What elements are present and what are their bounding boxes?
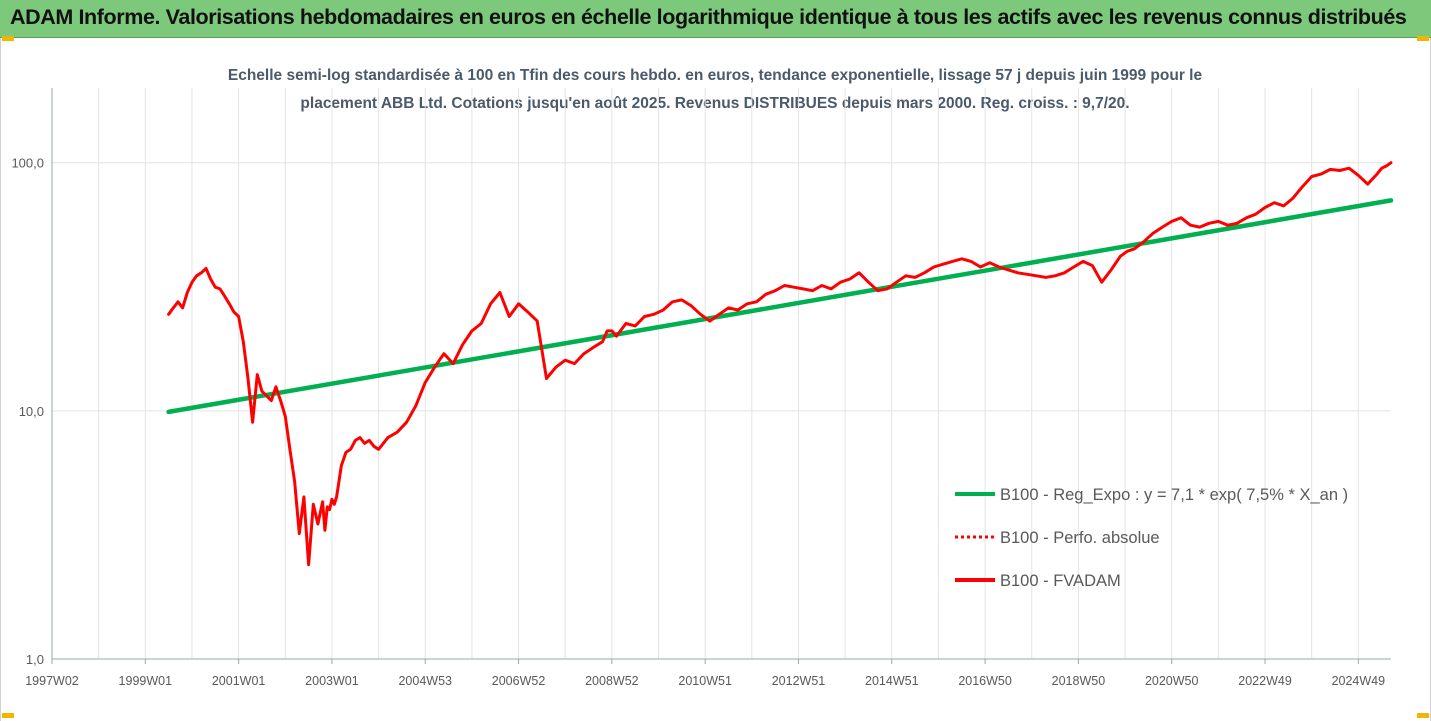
gridlines — [51, 88, 1391, 660]
x-tick-label: 2003W01 — [305, 674, 359, 688]
axes: 1,0 10,0 100,0 1997W02 1999W01 2001W01 2003W01… — [11, 88, 1391, 688]
chart-title-line1: Echelle semi-log standardisée à 100 en T… — [227, 67, 1203, 84]
y-tick-label: 100,0 — [11, 156, 44, 171]
legend-label: B100 - Reg_Expo : y = 7,1 * exp( 7,5% * … — [1000, 486, 1348, 504]
chart-title-line2: placement ABB Ltd. Cotations jusqu'en ao… — [300, 95, 1130, 112]
report-title: ADAM Informe. Valorisations hebdomadaire… — [10, 5, 1407, 29]
legend-label: B100 - Perfo. absolue — [1000, 529, 1160, 547]
x-tick-label: 2024W49 — [1332, 674, 1386, 688]
corner-marker — [2, 36, 14, 41]
report-header: ADAM Informe. Valorisations hebdomadaire… — [0, 0, 1431, 38]
x-tick-label: 2022W49 — [1238, 674, 1292, 688]
series-line — [167, 161, 1393, 567]
x-tick-label: 2012W51 — [772, 674, 826, 688]
corner-marker — [1417, 36, 1429, 41]
x-tick-label: 2016W50 — [958, 674, 1012, 688]
x-tick-label: 2008W52 — [585, 674, 639, 688]
x-tick-label: 2018W50 — [1052, 674, 1106, 688]
x-tick-label: 1999W01 — [119, 674, 173, 688]
y-tick-label: 10,0 — [19, 404, 44, 419]
chart-title: Echelle semi-log standardisée à 100 en T… — [170, 62, 1260, 118]
x-tick-label: 2020W50 — [1145, 674, 1199, 688]
series-lines — [166, 161, 1394, 567]
x-tick-label: 2014W51 — [865, 674, 919, 688]
y-tick-label: 1,0 — [26, 652, 44, 667]
corner-marker — [1417, 713, 1429, 718]
corner-marker — [2, 713, 14, 718]
legend-label: B100 - FVADAM — [1000, 572, 1121, 590]
x-tick-label: 2006W52 — [492, 674, 546, 688]
series-line — [166, 198, 1394, 415]
x-tick-label: 2004W53 — [398, 674, 452, 688]
x-tick-label: 2010W51 — [678, 674, 732, 688]
x-tick-label: 1997W02 — [25, 674, 79, 688]
legend: B100 - Reg_Expo : y = 7,1 * exp( 7,5% * … — [955, 486, 1348, 590]
x-tick-label: 2001W01 — [212, 674, 266, 688]
